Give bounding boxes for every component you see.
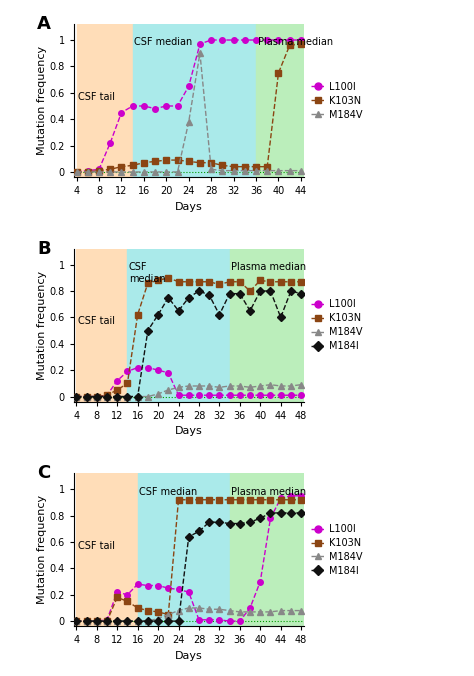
X-axis label: Days: Days: [175, 202, 202, 212]
Text: Plasma median: Plasma median: [231, 487, 306, 497]
Text: CSF median: CSF median: [134, 37, 192, 47]
Bar: [76, 249, 128, 402]
Text: CSF tail: CSF tail: [78, 92, 115, 102]
Bar: [128, 249, 229, 402]
Bar: [133, 24, 256, 177]
Bar: [229, 249, 311, 402]
Text: CSF tail: CSF tail: [78, 316, 115, 327]
Legend: L100I, K103N, M184V, M184I: L100I, K103N, M184V, M184I: [311, 524, 363, 576]
Bar: [76, 473, 137, 627]
Text: B: B: [37, 239, 51, 258]
X-axis label: Days: Days: [175, 651, 202, 661]
Bar: [77, 24, 133, 177]
Text: CSF tail: CSF tail: [78, 541, 115, 551]
Text: C: C: [37, 464, 50, 482]
Legend: L100I, K103N, M184V, M184I: L100I, K103N, M184V, M184I: [311, 299, 363, 351]
Text: Plasma median: Plasma median: [231, 262, 306, 272]
Text: CSF
median: CSF median: [129, 262, 165, 283]
Y-axis label: Mutation frequency: Mutation frequency: [36, 46, 46, 155]
Y-axis label: Mutation frequency: Mutation frequency: [36, 271, 46, 380]
Bar: [137, 473, 229, 627]
Y-axis label: Mutation frequency: Mutation frequency: [36, 496, 46, 604]
Legend: L100I, K103N, M184V: L100I, K103N, M184V: [311, 82, 363, 120]
Text: CSF median: CSF median: [139, 487, 198, 497]
X-axis label: Days: Days: [175, 427, 202, 437]
Text: Plasma median: Plasma median: [258, 37, 333, 47]
Bar: [229, 473, 311, 627]
Text: A: A: [37, 15, 51, 33]
Bar: [256, 24, 312, 177]
